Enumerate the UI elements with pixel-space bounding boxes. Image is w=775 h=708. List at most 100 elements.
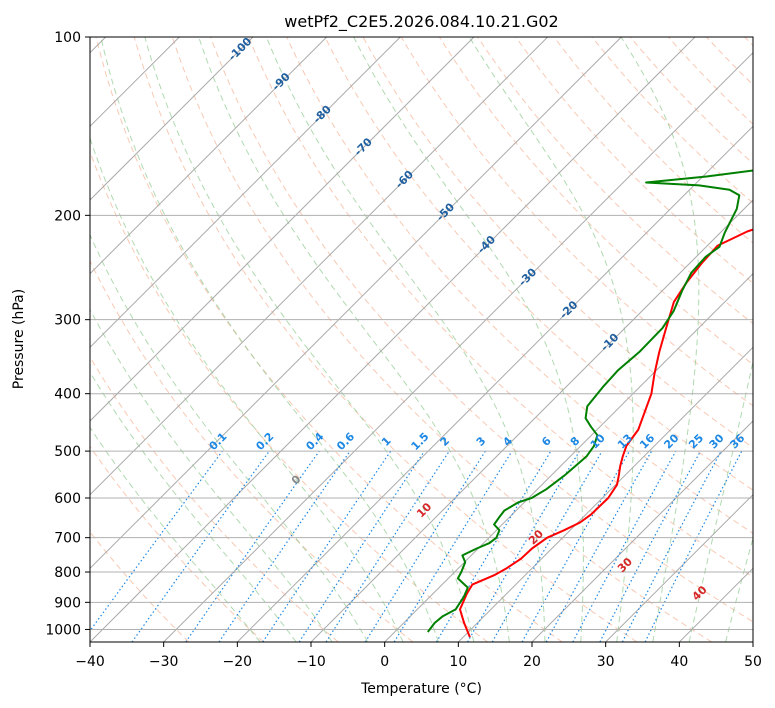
moist-adiabat (90, 136, 404, 642)
dry-adiabat (515, 37, 753, 284)
mixing-ratio-label: 25 (686, 432, 706, 452)
isotherm-line (90, 37, 549, 496)
y-tick-label: 500 (54, 444, 81, 460)
y-tick-label: 1000 (45, 622, 81, 638)
mixing-ratio-label: 10 (588, 431, 608, 451)
mixing-ratio-label: 13 (615, 432, 635, 452)
y-axis: 100 200 300 400 500 600 700 800 900 1000 (45, 30, 90, 638)
x-tick-label: −30 (149, 654, 179, 670)
isotherm-line (90, 37, 696, 642)
mixing-ratio-label: 30 (707, 431, 727, 451)
isotherm-line (90, 37, 401, 349)
moist-adiabat (90, 308, 333, 642)
isotherm-line (163, 51, 753, 642)
isotherm-line (752, 641, 753, 642)
isotherm-line (236, 125, 753, 642)
mixing-ratio-line (90, 450, 223, 632)
dry-adiabat (706, 37, 753, 86)
mixing-ratio-line (218, 450, 351, 642)
moist-adiabat (90, 426, 261, 642)
moist-adiabat (90, 371, 297, 642)
mixing-ratio-line (545, 450, 653, 642)
profile-lines (427, 169, 753, 638)
moist-adiabat (265, 37, 546, 642)
mixing-ratio-label: 0.4 (303, 430, 326, 453)
mixing-ratio-line (298, 450, 425, 642)
isotherm-line (90, 37, 328, 275)
chart-title: wetPf2_C2E5.2026.084.10.21.G02 (284, 12, 558, 32)
x-tick-label: 40 (670, 654, 688, 670)
moist-adiabat-label: 20 (526, 527, 546, 547)
y-axis-title: Pressure (hPa) (11, 289, 27, 389)
y-tick-label: 700 (54, 531, 81, 547)
y-tick-label: 400 (54, 387, 81, 403)
moist-adiabat (100, 37, 439, 642)
mixing-ratio-line (131, 450, 270, 642)
mixing-ratio-label: 36 (727, 431, 747, 451)
mixing-ratio-line (644, 450, 743, 642)
isotherm-line (90, 37, 254, 201)
isotherm-line (384, 272, 753, 642)
mixing-ratio-line (599, 450, 702, 642)
dewpoint-profile-line (427, 169, 753, 633)
isotherm-line (605, 493, 753, 642)
x-tick-label: 10 (449, 654, 467, 670)
pressure-gridlines (90, 37, 753, 630)
mixing-ratio-line (325, 450, 450, 642)
moist-adiabat (620, 37, 700, 642)
dry-adiabat (90, 259, 414, 642)
background-lines (90, 37, 775, 642)
mixing-ratio-label: 0.6 (334, 430, 357, 453)
temperature-profile-line (459, 228, 753, 638)
y-tick-label: 300 (54, 313, 81, 329)
mixing-ratio-label: 4 (500, 434, 515, 449)
x-axis-title: Temperature (°C) (360, 681, 482, 697)
isotherm-line (678, 567, 753, 642)
x-tick-label: −40 (75, 654, 105, 670)
dry-adiabat (90, 356, 339, 642)
isotherm-line (531, 420, 753, 642)
mixing-ratio-line (364, 450, 486, 642)
mixing-ratio-label: 1.5 (409, 430, 432, 453)
plot-frame (89, 36, 754, 643)
dry-adiabat (90, 150, 488, 642)
y-tick-label: 200 (54, 208, 81, 224)
dry-adiabat (171, 37, 712, 642)
dry-adiabat (210, 37, 753, 623)
dry-adiabat (668, 37, 753, 125)
moist-adiabat (762, 37, 775, 642)
dry-adiabat (324, 37, 753, 491)
moist-adiabat (90, 233, 369, 642)
mixing-ratio-line (185, 450, 320, 642)
mixing-ratio-label: 6 (539, 434, 554, 449)
y-tick-label: 100 (54, 30, 81, 46)
moist-adiabat (198, 37, 510, 642)
dry-adiabat (90, 445, 264, 642)
mixing-ratio-label: 3 (474, 434, 489, 449)
y-tick-label: 900 (54, 595, 81, 611)
mixing-ratio-label: 2 (438, 434, 453, 449)
x-axis: −40 −30 −20 −10 0 10 20 30 40 50 (75, 642, 762, 670)
moist-adiabat (725, 536, 753, 642)
dry-adiabat (286, 37, 753, 534)
dry-adiabat (248, 37, 753, 578)
y-tick-label: 800 (54, 565, 81, 581)
x-tick-label: −10 (296, 654, 326, 670)
dry-adiabat (553, 37, 753, 244)
moist-adiabat-label: 40 (690, 583, 710, 603)
isotherm-line (457, 346, 753, 642)
x-tick-label: 20 (523, 654, 541, 670)
mixing-ratio-label: 20 (661, 431, 681, 451)
mixing-ratio-label: 0.1 (207, 430, 230, 453)
dry-adiabat (133, 37, 638, 642)
isotherm-line (310, 199, 753, 642)
x-tick-label: 0 (380, 654, 389, 670)
isotherm-line (90, 37, 622, 570)
mixing-ratio-line (521, 450, 631, 642)
moist-adiabat (688, 358, 753, 642)
mixing-ratio-line (572, 450, 677, 642)
x-tick-label: 30 (597, 654, 615, 670)
x-tick-label: 50 (744, 654, 762, 670)
moist-adiabat-label: 10 (414, 500, 434, 520)
